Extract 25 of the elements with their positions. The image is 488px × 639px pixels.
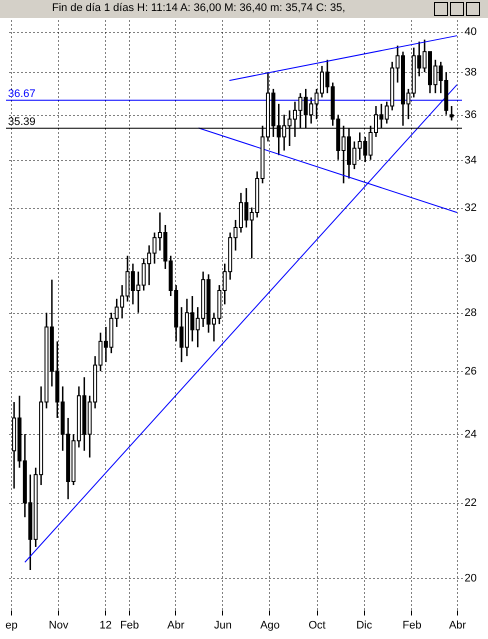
ref-line-label: 36.67 [8,88,36,100]
y-tick-label: 32 [464,202,477,214]
y-tick-label: 34 [464,154,477,166]
x-tick-label: Oct [308,620,326,632]
y-tick-label: 26 [464,366,477,378]
x-tick-label: ep [5,620,18,632]
x-tick-label: Nov [48,620,69,632]
y-tick-label: 28 [464,307,477,320]
y-tick-label: 40 [464,26,477,38]
chart-title: Fin de día 1 días H: 11:14 A: 36,00 M: 36,40 m: 35,74 C: 35, [52,2,346,14]
y-tick-label: 30 [464,252,477,265]
y-tick-label: 20 [464,572,477,584]
x-tick-label: 12 [100,620,112,632]
y-tick-label: 36 [464,109,477,122]
ref-line-label: 35.39 [8,116,36,128]
x-tick-label: Abr [448,620,466,632]
x-tick-label: Abr [167,620,185,632]
y-tick-label: 24 [464,428,477,441]
y-tick-label: 38 [464,66,477,79]
x-tick-label: Dic [356,620,373,632]
x-tick-label: Ago [260,620,280,632]
x-tick-label: Feb [402,620,422,632]
x-tick-label: Jun [214,620,232,632]
y-tick-label: 22 [464,497,477,510]
x-tick-label: Feb [120,620,140,632]
